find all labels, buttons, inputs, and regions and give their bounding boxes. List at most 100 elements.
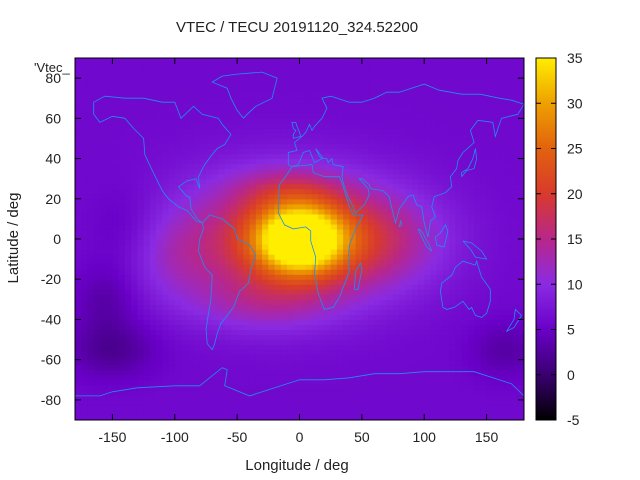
heatmap-cell: [212, 249, 220, 255]
heatmap-cell: [318, 304, 326, 310]
heatmap-cell: [499, 309, 506, 316]
heatmap-cell: [380, 118, 388, 124]
heatmap-cell: [361, 354, 369, 361]
heatmap-cell: [143, 304, 151, 310]
heatmap-cell: [467, 364, 475, 371]
heatmap-cell: [311, 349, 319, 356]
heatmap-cell: [343, 128, 350, 135]
heatmap-cell: [349, 193, 357, 200]
heatmap-cell: [262, 153, 269, 160]
heatmap-cell: [131, 143, 138, 150]
heatmap-cell: [287, 168, 294, 175]
heatmap-cell: [81, 314, 89, 321]
heatmap-cell: [106, 304, 114, 310]
heatmap-cell: [262, 128, 269, 135]
heatmap-cell: [424, 289, 432, 295]
heatmap-cell: [118, 284, 126, 290]
heatmap-cell: [93, 259, 101, 265]
heatmap-cell: [118, 319, 126, 326]
heatmap-cell: [430, 259, 438, 265]
heatmap-cell: [106, 58, 114, 64]
heatmap-cell: [442, 98, 450, 104]
heatmap-cell: [449, 339, 457, 346]
heatmap-cell: [374, 389, 382, 396]
heatmap-cell: [349, 409, 357, 416]
heatmap-cell: [131, 63, 138, 69]
heatmap-cell: [174, 68, 182, 74]
heatmap-cell: [205, 314, 213, 321]
heatmap-cell: [268, 133, 276, 140]
heatmap-cell: [393, 158, 400, 165]
heatmap-cell: [168, 103, 176, 109]
heatmap-cell: [430, 349, 438, 356]
heatmap-cell: [380, 198, 388, 205]
heatmap-cell: [218, 309, 226, 316]
heatmap-cell: [399, 389, 407, 396]
heatmap-cell: [87, 168, 95, 175]
heatmap-cell: [330, 73, 338, 79]
heatmap-cell: [499, 118, 506, 124]
heatmap-cell: [162, 399, 170, 406]
heatmap-cell: [268, 233, 276, 240]
heatmap-cell: [311, 168, 319, 175]
heatmap-cell: [430, 163, 438, 170]
heatmap-cell: [343, 203, 350, 210]
heatmap-cell: [474, 63, 481, 69]
heatmap-cell: [480, 349, 488, 356]
heatmap-cell: [193, 153, 201, 160]
heatmap-cell: [461, 319, 469, 326]
heatmap-cell: [75, 384, 82, 391]
heatmap-cell: [212, 399, 220, 406]
heatmap-cell: [449, 228, 457, 235]
heatmap-cell: [124, 414, 132, 420]
heatmap-cell: [467, 118, 475, 124]
heatmap-cell: [336, 93, 344, 99]
heatmap-cell: [118, 168, 126, 175]
heatmap-cell: [75, 123, 82, 129]
heatmap-cell: [199, 228, 207, 235]
heatmap-cell: [87, 138, 95, 145]
heatmap-cell: [343, 324, 350, 331]
heatmap-cell: [474, 384, 481, 391]
heatmap-cell: [417, 218, 425, 225]
heatmap-cell: [274, 108, 282, 114]
heatmap-cell: [461, 183, 469, 190]
heatmap-cell: [480, 404, 488, 411]
heatmap-cell: [230, 244, 238, 250]
heatmap-cell: [417, 123, 425, 129]
heatmap-cell: [280, 404, 288, 411]
heatmap-cell: [93, 148, 101, 155]
heatmap-cell: [237, 123, 244, 129]
heatmap-cell: [181, 299, 188, 305]
heatmap-cell: [455, 389, 463, 396]
heatmap-cell: [75, 249, 82, 255]
heatmap-cell: [237, 148, 244, 155]
heatmap-cell: [143, 329, 151, 336]
heatmap-cell: [99, 78, 107, 84]
heatmap-cell: [181, 369, 188, 376]
heatmap-cell: [218, 63, 226, 69]
heatmap-cell: [442, 389, 450, 396]
heatmap-cell: [149, 339, 157, 346]
heatmap-cell: [218, 299, 226, 305]
heatmap-cell: [193, 374, 201, 381]
heatmap-cell: [174, 349, 182, 356]
heatmap-cell: [262, 269, 269, 275]
heatmap-cell: [424, 409, 432, 416]
heatmap-cell: [336, 203, 344, 210]
heatmap-cell: [212, 269, 220, 275]
heatmap-cell: [224, 384, 232, 391]
heatmap-cell: [243, 329, 251, 336]
heatmap-cell: [442, 198, 450, 205]
heatmap-cell: [280, 274, 288, 280]
heatmap-cell: [380, 78, 388, 84]
heatmap-cell: [305, 228, 313, 235]
heatmap-cell: [399, 198, 407, 205]
heatmap-cell: [374, 304, 382, 310]
heatmap-cell: [162, 409, 170, 416]
heatmap-cell: [274, 93, 282, 99]
heatmap-cell: [324, 244, 332, 250]
heatmap-cell: [386, 369, 394, 376]
heatmap-cell: [492, 208, 500, 215]
heatmap-cell: [467, 138, 475, 145]
